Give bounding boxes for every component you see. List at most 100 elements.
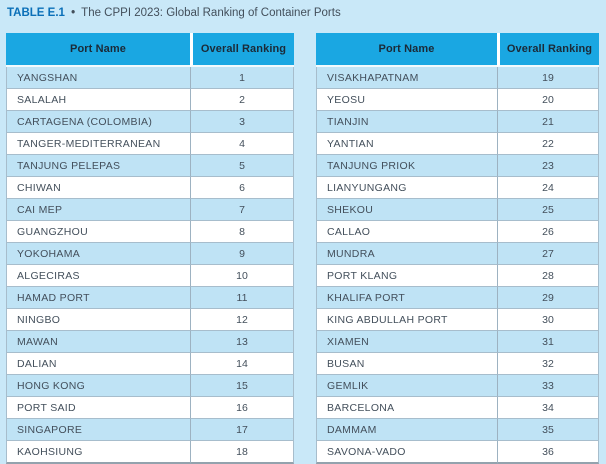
port-name-cell: GUANGZHOU: [6, 221, 190, 243]
table-row: CAI MEP 7: [6, 199, 294, 221]
port-name-cell: HONG KONG: [6, 375, 190, 397]
table-row: YANGSHAN 1: [6, 67, 294, 89]
overall-ranking-cell: 32: [497, 353, 599, 375]
table-number-label: TABLE E.1: [7, 7, 65, 19]
port-name-cell: KHALIFA PORT: [316, 287, 497, 309]
port-name-cell: MUNDRA: [316, 243, 497, 265]
overall-ranking-cell: 18: [190, 441, 294, 464]
title-text: The CPPI 2023: Global Ranking of Contain…: [81, 7, 341, 19]
port-name-column-header: Port Name: [316, 33, 497, 67]
report-page: TABLE E.1 • The CPPI 2023: Global Rankin…: [6, 6, 599, 464]
port-name-cell: YEOSU: [316, 89, 497, 111]
overall-ranking-cell: 34: [497, 397, 599, 419]
overall-ranking-column-header: Overall Ranking: [497, 33, 599, 67]
header-row: Port Name Overall Ranking: [6, 33, 294, 67]
overall-ranking-cell: 23: [497, 155, 599, 177]
port-name-cell: CHIWAN: [6, 177, 190, 199]
overall-ranking-cell: 7: [190, 199, 294, 221]
overall-ranking-cell: 8: [190, 221, 294, 243]
overall-ranking-cell: 15: [190, 375, 294, 397]
port-name-cell: KING ABDULLAH PORT: [316, 309, 497, 331]
port-name-cell: PORT SAID: [6, 397, 190, 419]
table-row: BARCELONA 34: [316, 397, 599, 419]
table-row: HAMAD PORT 11: [6, 287, 294, 309]
port-name-cell: XIAMEN: [316, 331, 497, 353]
table-row: SALALAH 2: [6, 89, 294, 111]
port-name-cell: TANJUNG PELEPAS: [6, 155, 190, 177]
table-row: TANGER-MEDITERRANEAN 4: [6, 133, 294, 155]
overall-ranking-cell: 36: [497, 441, 599, 464]
table-row: YEOSU 20: [316, 89, 599, 111]
overall-ranking-cell: 11: [190, 287, 294, 309]
table-row: GUANGZHOU 8: [6, 221, 294, 243]
overall-ranking-cell: 25: [497, 199, 599, 221]
overall-ranking-cell: 22: [497, 133, 599, 155]
table-row: SINGAPORE 17: [6, 419, 294, 441]
overall-ranking-cell: 1: [190, 67, 294, 89]
port-name-cell: MAWAN: [6, 331, 190, 353]
table-body: YANGSHAN 1 SALALAH 2 CARTAGENA (COLOMBIA) 3 TA…: [6, 67, 294, 464]
table-row: GEMLIK 33: [316, 375, 599, 397]
table-row: NINGBO 12: [6, 309, 294, 331]
table-row: MUNDRA 27: [316, 243, 599, 265]
overall-ranking-cell: 13: [190, 331, 294, 353]
overall-ranking-cell: 27: [497, 243, 599, 265]
port-name-cell: TIANJIN: [316, 111, 497, 133]
overall-ranking-cell: 6: [190, 177, 294, 199]
table-row: KAOHSIUNG 18: [6, 441, 294, 464]
table-row: TANJUNG PELEPAS 5: [6, 155, 294, 177]
overall-ranking-cell: 35: [497, 419, 599, 441]
overall-ranking-cell: 10: [190, 265, 294, 287]
port-name-cell: TANGER-MEDITERRANEAN: [6, 133, 190, 155]
table-row: MAWAN 13: [6, 331, 294, 353]
ranking-table-right: Port Name Overall Ranking VISAKHAPATNAM 1…: [316, 33, 599, 464]
table-row: VISAKHAPATNAM 19: [316, 67, 599, 89]
port-name-cell: CALLAO: [316, 221, 497, 243]
port-name-cell: SINGAPORE: [6, 419, 190, 441]
port-name-cell: DALIAN: [6, 353, 190, 375]
title-bullet: •: [71, 7, 76, 19]
port-name-cell: LIANYUNGANG: [316, 177, 497, 199]
table-row: ALGECIRAS 10: [6, 265, 294, 287]
table-row: CARTAGENA (COLOMBIA) 3: [6, 111, 294, 133]
table-row: DAMMAM 35: [316, 419, 599, 441]
overall-ranking-cell: 21: [497, 111, 599, 133]
overall-ranking-cell: 9: [190, 243, 294, 265]
port-name-cell: TANJUNG PRIOK: [316, 155, 497, 177]
overall-ranking-cell: 12: [190, 309, 294, 331]
port-name-cell: YOKOHAMA: [6, 243, 190, 265]
header-row: Port Name Overall Ranking: [316, 33, 599, 67]
overall-ranking-cell: 28: [497, 265, 599, 287]
overall-ranking-cell: 30: [497, 309, 599, 331]
table-row: PORT KLANG 28: [316, 265, 599, 287]
port-name-cell: VISAKHAPATNAM: [316, 67, 497, 89]
port-name-cell: BARCELONA: [316, 397, 497, 419]
table-row: YANTIAN 22: [316, 133, 599, 155]
table-row: KING ABDULLAH PORT 30: [316, 309, 599, 331]
table-row: CHIWAN 6: [6, 177, 294, 199]
table-row: SAVONA-VADO 36: [316, 441, 599, 464]
port-name-cell: KAOHSIUNG: [6, 441, 190, 464]
table-row: HONG KONG 15: [6, 375, 294, 397]
port-name-cell: CARTAGENA (COLOMBIA): [6, 111, 190, 133]
port-name-column-header: Port Name: [6, 33, 190, 67]
table-row: DALIAN 14: [6, 353, 294, 375]
table-body: VISAKHAPATNAM 19 YEOSU 20 TIANJIN 21 YANTIAN 22…: [316, 67, 599, 464]
table-row: SHEKOU 25: [316, 199, 599, 221]
overall-ranking-cell: 16: [190, 397, 294, 419]
table-row: YOKOHAMA 9: [6, 243, 294, 265]
table-title: TABLE E.1 • The CPPI 2023: Global Rankin…: [7, 6, 341, 21]
port-name-cell: CAI MEP: [6, 199, 190, 221]
port-name-cell: HAMAD PORT: [6, 287, 190, 309]
overall-ranking-cell: 2: [190, 89, 294, 111]
overall-ranking-cell: 14: [190, 353, 294, 375]
ranking-tables-container: Port Name Overall Ranking YANGSHAN 1 SALAL…: [6, 33, 599, 464]
table-header: Port Name Overall Ranking: [6, 33, 294, 67]
port-name-cell: BUSAN: [316, 353, 497, 375]
port-name-cell: YANGSHAN: [6, 67, 190, 89]
port-name-cell: YANTIAN: [316, 133, 497, 155]
table-row: CALLAO 26: [316, 221, 599, 243]
overall-ranking-cell: 29: [497, 287, 599, 309]
overall-ranking-cell: 4: [190, 133, 294, 155]
table-row: PORT SAID 16: [6, 397, 294, 419]
